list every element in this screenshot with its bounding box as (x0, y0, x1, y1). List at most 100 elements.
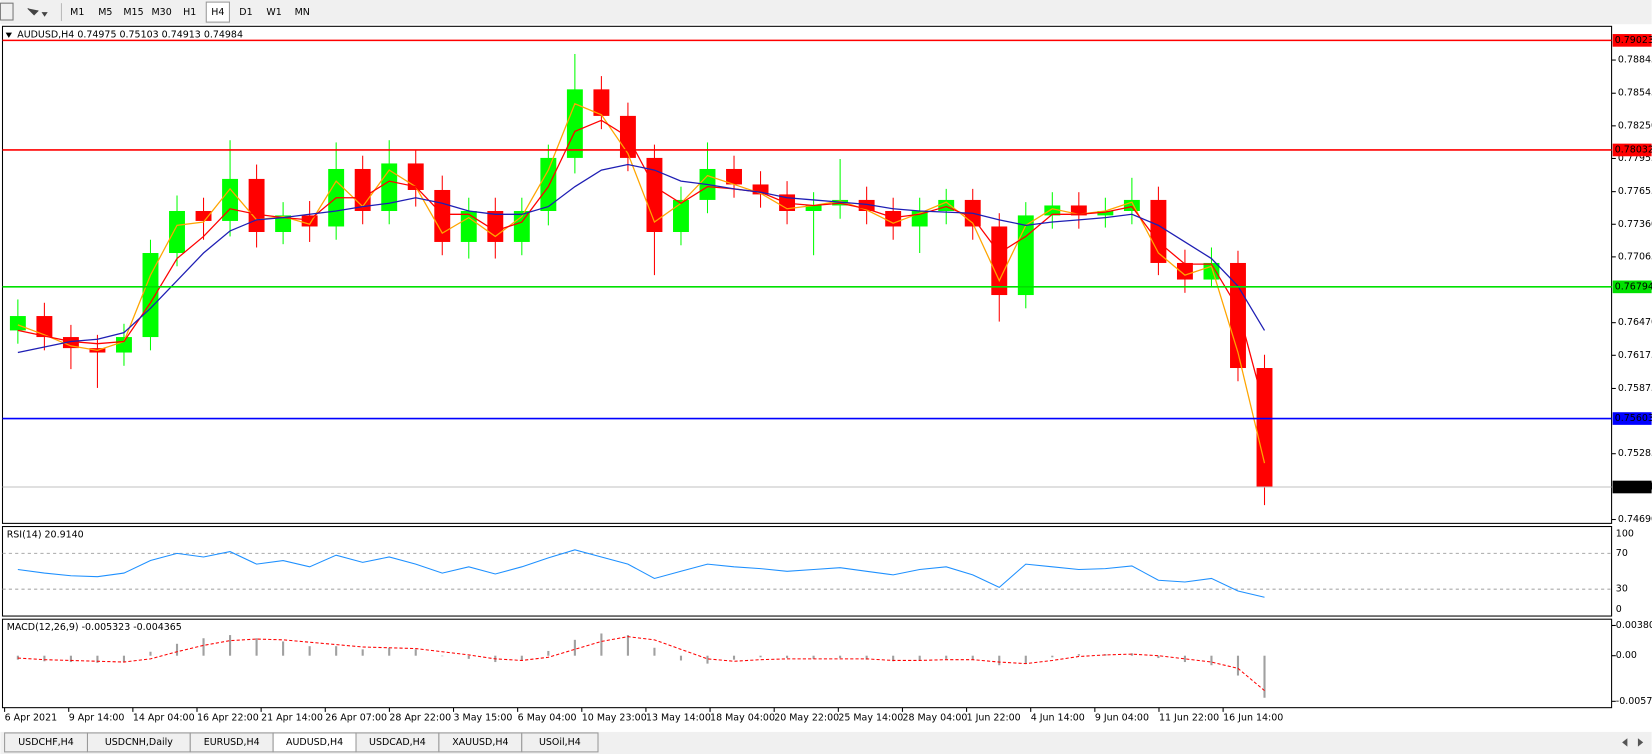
candle-body (487, 210, 504, 242)
price-level-box (1612, 143, 1652, 157)
macd-title: MACD(12,26,9) -0.005323 -0.004365 (7, 622, 182, 633)
tab-label[interactable]: USDCAD,H4 (369, 737, 426, 748)
tab-label[interactable]: USDCHF,H4 (18, 737, 74, 748)
candle-body (460, 210, 477, 242)
y-tick-label: 0.75285 (1618, 448, 1652, 459)
x-tick-label: 1 Jun 22:00 (967, 713, 1021, 724)
macd-bar (1263, 655, 1266, 698)
candle-body (566, 89, 583, 158)
candle-body (673, 199, 689, 233)
price-level-label: 0.75603 (1615, 413, 1652, 424)
x-tick-label: 9 Apr 14:00 (69, 713, 125, 724)
macd-bar (679, 655, 683, 661)
macd-bar (892, 655, 895, 662)
candle-body (169, 210, 185, 254)
x-tick-label: 9 Jun 04:00 (1095, 713, 1149, 724)
timeframe-button[interactable]: M30 (152, 7, 172, 18)
timeframe-button[interactable]: MN (295, 7, 310, 18)
price-level-label: 0.76794 (1615, 281, 1652, 292)
x-tick-label: 6 Apr 2021 (5, 713, 58, 724)
macd-bar (839, 655, 842, 659)
candle-body (858, 199, 875, 211)
candle-body (805, 205, 822, 211)
macd-bar (1210, 655, 1213, 666)
timeframe-button[interactable]: D1 (239, 7, 252, 18)
moving-average (17, 163, 1266, 354)
x-tick-label: 14 Apr 04:00 (133, 713, 195, 724)
rsi-tick-label: 0 (1616, 604, 1622, 615)
rsi-tick-label: 30 (1616, 584, 1628, 595)
macd-bar (865, 655, 868, 660)
macd-bar (441, 655, 444, 657)
y-tick-label: 0.77655 (1618, 186, 1652, 197)
timeframe-button[interactable]: M5 (98, 7, 112, 18)
candle-body (1150, 199, 1167, 263)
macd-bar (812, 655, 815, 659)
macd-bar (1024, 655, 1027, 664)
x-tick-label: 20 May 22:00 (774, 713, 839, 724)
timeframe-button[interactable]: W1 (266, 7, 281, 18)
tab-label[interactable]: USDCNH,Daily (105, 737, 173, 748)
candle-body (1230, 262, 1246, 369)
timeframe-button[interactable]: M1 (70, 7, 84, 18)
candle-body (195, 210, 212, 221)
y-tick-label: 0.78845 (1618, 55, 1652, 66)
tool-icon[interactable] (27, 8, 48, 17)
price-level-label: 0.74984 (1615, 481, 1652, 492)
symbol-icon (5, 32, 12, 38)
candle-body (275, 215, 292, 233)
x-tick-label: 13 May 14:00 (646, 713, 711, 724)
candle-body (116, 337, 132, 353)
x-tick-label: 26 Apr 07:00 (325, 713, 387, 724)
macd-bar (759, 655, 762, 658)
tab-label[interactable]: XAUUSD,H4 (452, 737, 508, 748)
x-tick-label: 16 Jun 14:00 (1223, 713, 1283, 724)
macd-bar (1183, 655, 1186, 663)
macd-bar (998, 655, 1001, 666)
price-level-label: 0.79023 (1615, 35, 1652, 46)
candle-body (885, 210, 902, 227)
timeframe-button[interactable]: H1 (183, 7, 196, 18)
tab-label[interactable]: USOil,H4 (539, 737, 581, 748)
macd-panel (1, 618, 1613, 709)
candle-body (1203, 262, 1220, 280)
candle-body (540, 157, 557, 211)
candle-body (1017, 215, 1034, 296)
moving-average (17, 102, 1266, 464)
x-tick-label: 3 May 15:00 (454, 713, 513, 724)
macd-tick-label: 0.00 (1616, 650, 1637, 661)
candle-body (36, 316, 53, 338)
macd-bar (175, 643, 179, 656)
candle-body (991, 226, 1008, 296)
macd-bar (573, 639, 576, 656)
price-level-box (1612, 480, 1652, 494)
y-tick-label: 0.75875 (1618, 383, 1652, 394)
timeframe-active (205, 1, 230, 23)
candle-body (62, 337, 79, 349)
x-tick-label: 10 May 23:00 (582, 713, 647, 724)
tab-label[interactable]: EURUSD,H4 (204, 737, 260, 748)
candle-body (434, 189, 451, 242)
macd-bar (1130, 653, 1133, 656)
macd-bar (1051, 655, 1054, 658)
macd-bar (308, 646, 311, 656)
timeframe-button[interactable]: M15 (123, 7, 143, 18)
macd-bar (732, 655, 736, 660)
macd-bar (653, 647, 656, 656)
macd-tick-label: 0.003808 (1616, 620, 1652, 631)
tool-icon[interactable] (0, 2, 14, 21)
tab[interactable] (521, 732, 599, 753)
y-tick-label: 0.76175 (1618, 350, 1652, 361)
timeframe-button[interactable]: H4 (211, 7, 224, 18)
x-tick-label: 16 Apr 22:00 (197, 713, 259, 724)
rsi-tick-label: 100 (1616, 528, 1634, 539)
scroll-arrows[interactable] (1622, 738, 1644, 747)
tab-label[interactable]: AUDUSD,H4 (286, 737, 343, 748)
x-tick-label: 4 Jun 14:00 (1031, 713, 1085, 724)
macd-bar (361, 649, 364, 656)
toolbar (0, 0, 1652, 25)
macd-bar (96, 655, 99, 663)
